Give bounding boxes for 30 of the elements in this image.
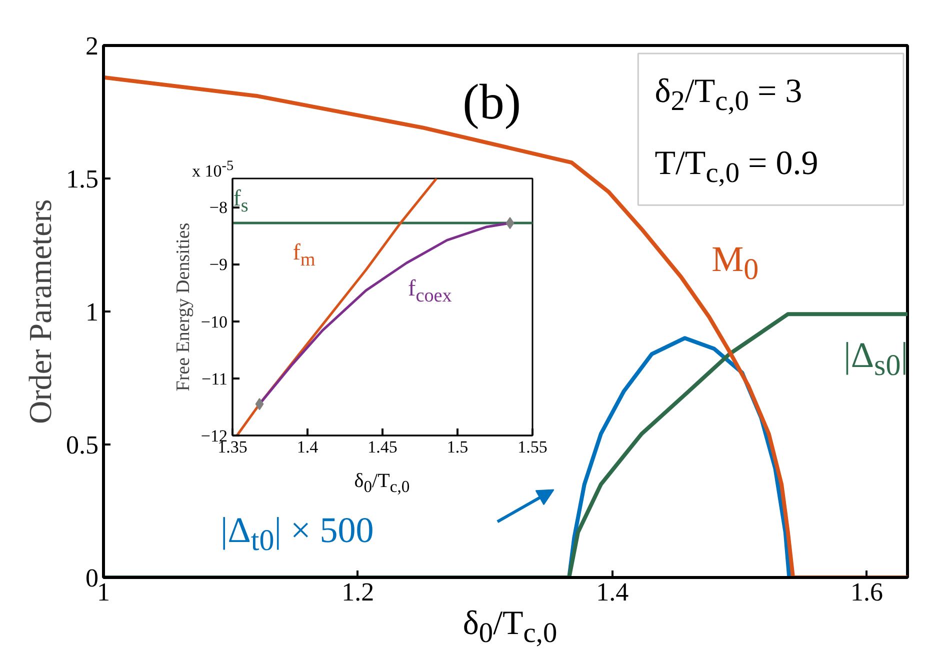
y-tick-label: 2 (86, 32, 98, 60)
annotation: T/T$_{c,0}$ = 0.9 (654, 145, 818, 190)
series-label: f$_{s}$ (233, 186, 248, 216)
x-tick-label: 1.4 (296, 438, 319, 456)
x-axis-title: δ$_{0}$/T$_{c,0}$ (354, 470, 410, 496)
x-tick-label: 1.6 (850, 578, 884, 606)
y-tick-label: −11 (202, 369, 228, 388)
series-label: |Δ$_{s0}$| (844, 334, 908, 382)
text: (b) (462, 73, 521, 130)
y-tick-label: −10 (200, 312, 228, 332)
x-axis-title: δ$_{0}$/T$_{c,0}$ (462, 605, 558, 649)
series-label: M$_{0}$ (712, 238, 759, 286)
annotation: δ$_{2}$/T$_{c,0}$ = 3 (654, 73, 802, 118)
series-label: f$_{coex}$ (408, 276, 452, 306)
y-tick-label: 1 (86, 298, 98, 326)
x-tick-label: 1.5 (446, 438, 468, 456)
annotation: x 10$^{-5}$ (192, 158, 234, 182)
y-tick-label: 1.5 (66, 164, 98, 194)
y-axis-title: Order Parameters (22, 199, 58, 424)
y-tick-label: 0 (86, 564, 98, 592)
y-tick-label: −9 (209, 255, 228, 274)
series-label: f$_{m}$ (292, 240, 316, 270)
series-label: |Δ$_{t0}$| × 500 (220, 510, 374, 558)
y-tick-label: 0.5 (66, 430, 98, 460)
y-axis-title: Free Energy Densities (172, 222, 194, 392)
x-tick-label: 1.2 (342, 578, 374, 606)
y-tick-label: −8 (209, 198, 228, 218)
x-tick-label: 1.45 (368, 438, 398, 456)
x-tick-label: 1.4 (596, 578, 629, 606)
x-tick-label: 1.55 (518, 438, 548, 456)
